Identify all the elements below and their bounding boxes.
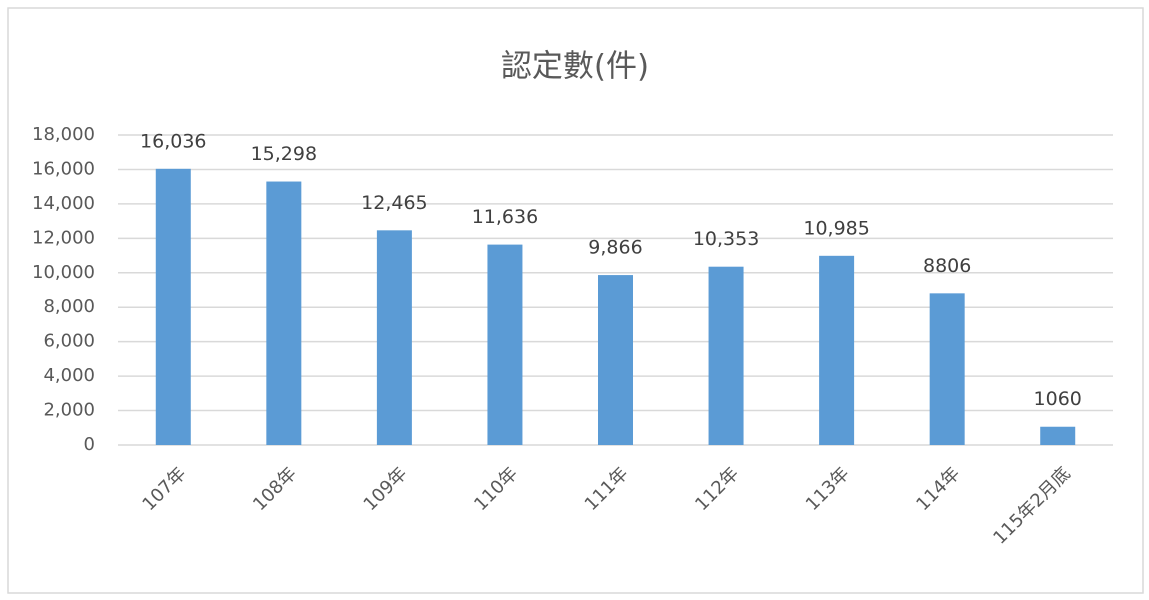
data-label: 16,036	[140, 130, 206, 152]
y-tick-label: 6,000	[43, 331, 95, 352]
data-label: 10,353	[693, 228, 759, 250]
data-label: 1060	[1034, 388, 1082, 410]
chart-title: 認定數(件)	[501, 49, 649, 85]
y-tick-label: 18,000	[32, 124, 95, 145]
data-label: 11,636	[472, 206, 538, 228]
bar	[1040, 426, 1076, 445]
y-tick-label: 10,000	[32, 262, 95, 283]
y-tick-label: 4,000	[43, 365, 95, 386]
y-tick-label: 16,000	[32, 158, 95, 179]
y-tick-label: 8,000	[43, 296, 95, 317]
bar	[819, 255, 855, 445]
y-tick-label: 2,000	[43, 400, 95, 421]
data-label: 10,985	[803, 217, 869, 239]
data-label: 8806	[923, 255, 971, 277]
bar	[266, 181, 302, 446]
bar	[155, 168, 191, 445]
bar	[598, 275, 633, 445]
y-tick-label: 0	[84, 434, 95, 455]
data-label: 9,866	[588, 237, 642, 259]
bar	[708, 266, 744, 445]
y-tick-label: 14,000	[32, 193, 95, 214]
bar	[376, 230, 412, 445]
bar	[929, 293, 965, 445]
bar	[487, 244, 523, 445]
data-label: 12,465	[361, 192, 427, 214]
y-tick-label: 12,000	[32, 227, 95, 248]
data-label: 15,298	[251, 143, 317, 165]
